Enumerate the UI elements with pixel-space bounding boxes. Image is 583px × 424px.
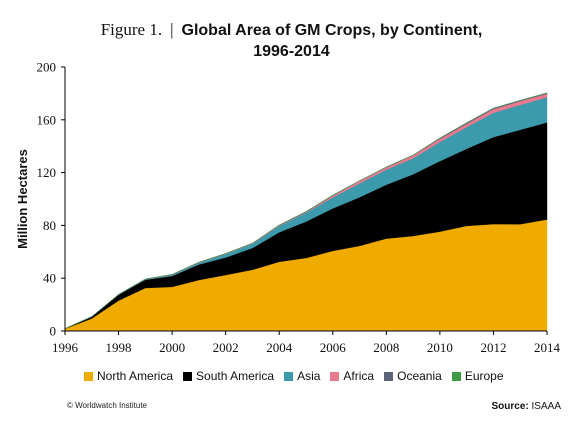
legend-label: Oceania xyxy=(397,369,442,383)
y-tick-label: 0 xyxy=(50,324,57,339)
title-separator: | xyxy=(170,20,174,39)
x-tick-label: 2008 xyxy=(373,340,399,355)
figure-number: Figure 1. xyxy=(100,20,163,39)
legend-swatch xyxy=(284,371,294,381)
source-label: Source: xyxy=(491,401,529,412)
chart-title: Global Area of GM Crops, by Continent, xyxy=(181,22,483,39)
x-tick-label: 2000 xyxy=(159,340,185,355)
legend-item-asia: Asia xyxy=(284,369,320,383)
y-tick-label: 200 xyxy=(37,60,57,75)
x-tick-label: 1998 xyxy=(106,340,132,355)
legend-item-oceania: Oceania xyxy=(384,369,442,383)
legend-item-africa: Africa xyxy=(330,369,374,383)
legend-swatch xyxy=(84,371,93,381)
x-tick-label: 2014 xyxy=(534,340,561,355)
x-tick-label: 1996 xyxy=(52,340,79,355)
legend-item-north-america: North America xyxy=(84,369,173,383)
legend-item-europe: Europe xyxy=(451,369,504,383)
legend-label: Africa xyxy=(343,369,375,383)
area-series-europe xyxy=(64,92,548,329)
legend-swatch xyxy=(384,371,394,381)
x-tick-label: 2006 xyxy=(320,340,347,355)
chart-title-line-1: Figure 1. | Global Area of GM Crops, by Co… xyxy=(0,20,583,40)
y-tick-label: 120 xyxy=(37,165,57,180)
legend-label: Asia xyxy=(297,369,321,383)
legend-item-south-america: South America xyxy=(183,369,274,383)
credit-text: © Worldwatch Institute xyxy=(67,401,147,410)
chart-legend: North America South America Asia Africa Ocea… xyxy=(84,369,504,383)
source-note: Source: ISAAA xyxy=(492,401,561,412)
legend-label: North America xyxy=(97,369,174,383)
y-tick-label: 40 xyxy=(43,271,56,286)
legend-swatch xyxy=(183,371,193,381)
x-tick-label: 2004 xyxy=(266,340,293,355)
source-value: ISAAA xyxy=(531,401,561,412)
x-tick-label: 2002 xyxy=(213,340,239,355)
y-axis-label: Million Hectares xyxy=(15,149,30,249)
x-tick-label: 2012 xyxy=(480,340,506,355)
x-tick-label: 2010 xyxy=(427,340,453,355)
legend-label: Europe xyxy=(464,369,504,383)
legend-swatch xyxy=(451,371,461,381)
legend-swatch xyxy=(330,371,340,381)
y-tick-label: 80 xyxy=(43,218,56,233)
chart-title-line-2: 1996-2014 xyxy=(253,43,330,60)
legend-label: South America xyxy=(196,369,275,383)
y-tick-label: 160 xyxy=(37,112,57,127)
